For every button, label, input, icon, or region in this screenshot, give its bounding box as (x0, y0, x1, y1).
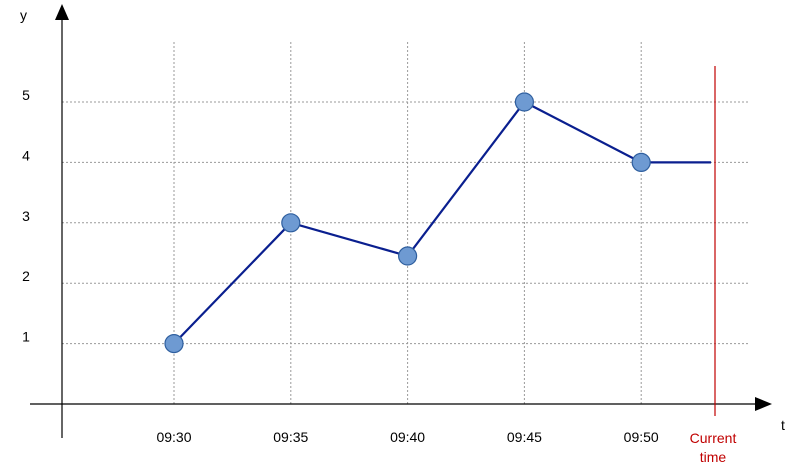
y-tick-label: 2 (22, 268, 30, 284)
x-tick-label: 09:40 (390, 429, 425, 445)
y-tick-labels: 1 2 3 4 5 (22, 87, 30, 345)
data-point (398, 246, 418, 266)
data-point (281, 213, 301, 233)
y-tick-label: 4 (22, 147, 30, 163)
series (173, 100, 711, 345)
x-tick-label: 09:30 (156, 429, 191, 445)
x-tick-label: 09:35 (273, 429, 308, 445)
x-tick-labels: 09:30 09:35 09:40 09:45 09:50 (156, 429, 658, 445)
current-time-label-line1: Current (690, 430, 737, 446)
axes: y t (20, 4, 785, 438)
data-point (164, 334, 184, 354)
data-points (164, 92, 651, 354)
series-line (173, 100, 711, 345)
x-axis-arrow (755, 397, 772, 411)
x-axis-label: t (781, 417, 785, 433)
y-tick-label: 3 (22, 208, 30, 224)
y-axis-label: y (20, 7, 27, 23)
x-tick-label: 09:50 (624, 429, 659, 445)
y-tick-label: 1 (22, 329, 30, 345)
y-tick-label: 5 (22, 87, 30, 103)
current-time-marker: Current time (690, 66, 737, 465)
data-point (631, 152, 651, 172)
current-time-label-line2: time (700, 449, 727, 465)
y-axis-arrow (55, 4, 69, 20)
x-tick-label: 09:45 (507, 429, 542, 445)
data-point (514, 92, 535, 112)
grid-lines (62, 42, 748, 404)
